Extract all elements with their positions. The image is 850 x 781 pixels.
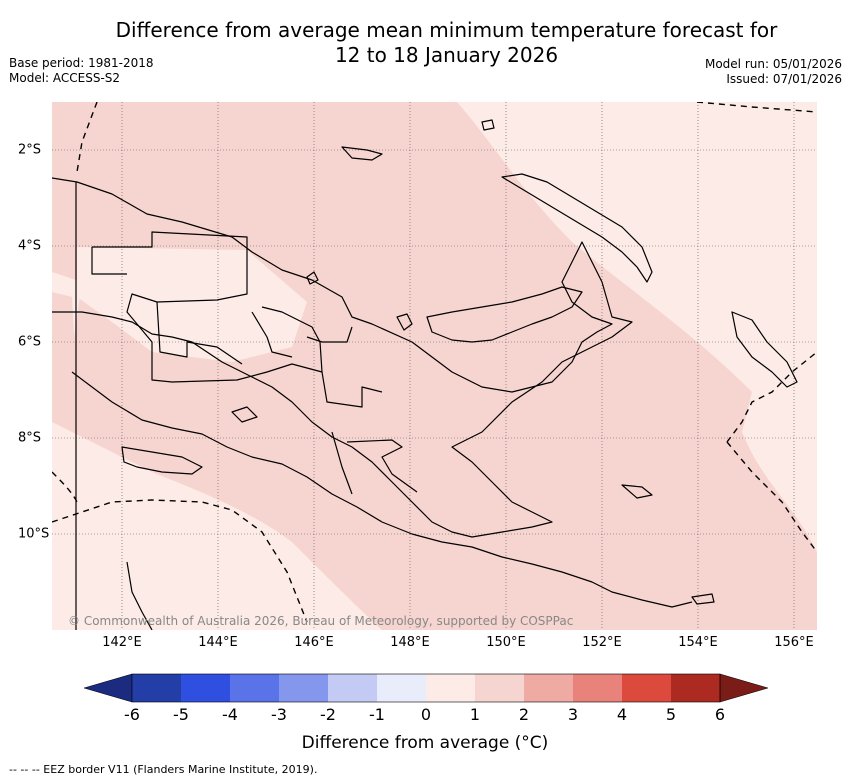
colorbar-segment bbox=[426, 674, 475, 702]
colorbar-segment bbox=[377, 674, 426, 702]
latitude-tick-label: 10°S bbox=[18, 526, 50, 542]
colorbar-tick-label: 1 bbox=[469, 705, 481, 724]
longitude-tick-label: 152°E bbox=[582, 635, 622, 650]
meta-right: Model run: 05/01/2026 Issued: 07/01/2026 bbox=[705, 57, 842, 87]
colorbar-tick-label: 4 bbox=[616, 705, 628, 724]
title-line-2: 12 to 18 January 2026 bbox=[334, 43, 559, 67]
colorbar-segment bbox=[181, 674, 230, 702]
colorbar-tick-label: 0 bbox=[420, 705, 432, 724]
anomaly-patch-0-1 bbox=[77, 247, 307, 362]
coastlines bbox=[52, 119, 798, 630]
colorbar-tick-label: -5 bbox=[173, 705, 189, 724]
copyright-notice: © Commonwealth of Australia 2026, Bureau… bbox=[68, 614, 574, 628]
colorbar-segment bbox=[524, 674, 573, 702]
colorbar-tick-label: 3 bbox=[567, 705, 579, 724]
colorbar-tick-label: -1 bbox=[369, 705, 385, 724]
model-label: Model: ACCESS-S2 bbox=[9, 71, 121, 85]
eez-legend-note: -- -- -- EEZ border V11 (Flanders Marine… bbox=[9, 763, 318, 776]
latitude-tick-label: 4°S bbox=[18, 238, 42, 254]
colorbar bbox=[84, 673, 768, 703]
longitude-tick-label: 154°E bbox=[678, 635, 718, 650]
model-run-label: Model run: 05/01/2026 bbox=[704, 57, 842, 71]
latitude-tick-label: 2°S bbox=[18, 142, 42, 158]
longitude-tick-label: 150°E bbox=[486, 635, 526, 650]
colorbar-tick-label: -2 bbox=[320, 705, 336, 724]
colorbar-tick-label: 2 bbox=[518, 705, 530, 724]
title-line-1: Difference from average mean minimum tem… bbox=[115, 18, 778, 42]
longitude-tick-label: 146°E bbox=[294, 635, 334, 650]
chart-title: Difference from average mean minimum tem… bbox=[0, 18, 850, 68]
colorbar-label: Difference from average (°C) bbox=[301, 733, 549, 753]
colorbar-over-arrow bbox=[719, 673, 768, 703]
latitude-tick-label: 6°S bbox=[18, 334, 42, 350]
colorbar-segment bbox=[622, 674, 671, 702]
longitude-tick-label: 144°E bbox=[198, 635, 238, 650]
colorbar-tick-label: 5 bbox=[665, 705, 677, 724]
colorbar-segment bbox=[671, 674, 720, 702]
issued-label: Issued: 07/01/2026 bbox=[726, 72, 842, 86]
colorbar-segment bbox=[573, 674, 622, 702]
longitude-tick-label: 148°E bbox=[390, 635, 430, 650]
colorbar-tick-label: -6 bbox=[124, 705, 140, 724]
colorbar-segment bbox=[230, 674, 279, 702]
colorbar-segment bbox=[328, 674, 377, 702]
colorbar-under-arrow bbox=[84, 673, 133, 703]
colorbar-tick-label: -3 bbox=[271, 705, 287, 724]
colorbar-segment bbox=[279, 674, 328, 702]
longitude-tick-label: 156°E bbox=[774, 635, 814, 650]
colorbar-segment bbox=[132, 674, 181, 702]
gridlines bbox=[52, 102, 817, 630]
anomaly-band-1-2 bbox=[52, 102, 817, 630]
colorbar-tick-label: 6 bbox=[714, 705, 726, 724]
forecast-map bbox=[52, 102, 817, 630]
longitude-tick-label: 142°E bbox=[102, 635, 142, 650]
base-period-label: Base period: 1981-2018 bbox=[9, 56, 154, 70]
latitude-tick-label: 8°S bbox=[18, 430, 42, 446]
colorbar-tick-label: -4 bbox=[222, 705, 238, 724]
eez-borders bbox=[52, 102, 817, 623]
colorbar-frame bbox=[131, 673, 721, 703]
meta-left: Base period: 1981-2018 Model: ACCESS-S2 bbox=[9, 56, 154, 86]
colorbar-segment bbox=[475, 674, 524, 702]
